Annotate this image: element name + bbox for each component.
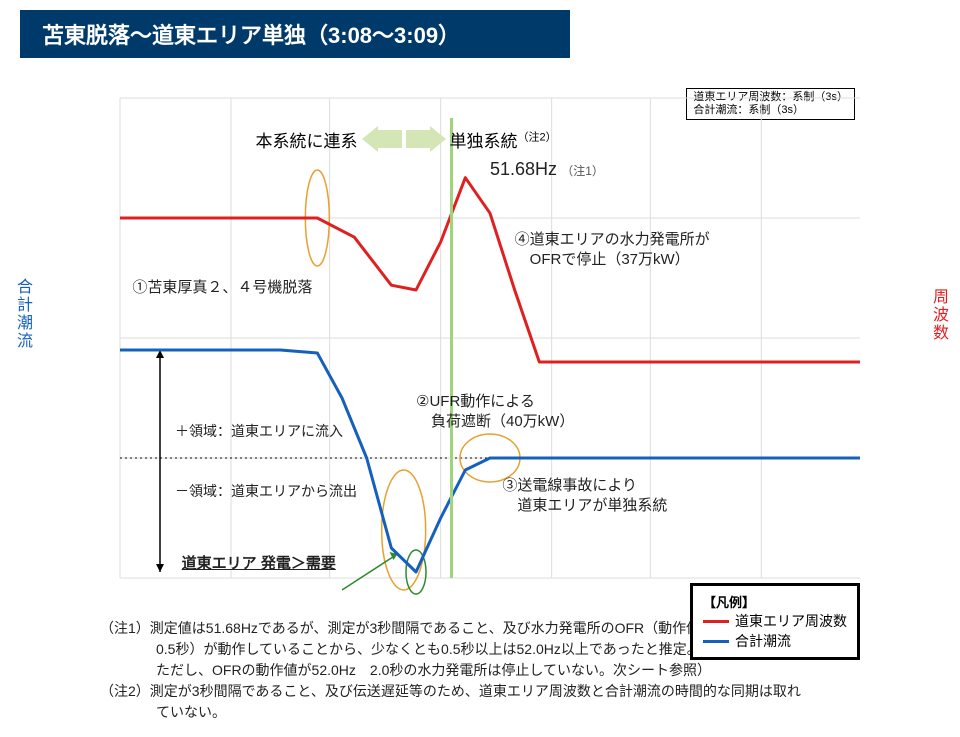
footnote-1-line-3: ただし、OFRの動作値が52.0Hz 2.0秒の水力発電所は停止していない。次シ… — [100, 660, 900, 681]
chart: 合計潮流 周波数 道東エリア周波数：系制（3s） 合計潮流：系制（3s） 本系統… — [20, 68, 940, 618]
annotation-flow-in: ＋領域：道東エリアに流入 — [175, 422, 343, 440]
y-right-axis-label: 周波数 — [926, 288, 950, 342]
connected-system-label: 本系統に連系 — [256, 127, 358, 152]
y-left-axis-label: 合計潮流 — [10, 278, 34, 350]
legend-item-powerflow: 合計潮流 — [703, 631, 847, 651]
arrow-right-icon — [406, 126, 446, 152]
isolated-system-label: 単独系統（注2） — [450, 127, 557, 152]
annotation-flow-out: －領域：道東エリアから流出 — [175, 482, 357, 500]
legend-title: 【凡例】 — [703, 592, 847, 611]
system-state-arrows: 本系統に連系 単独系統（注2） — [256, 126, 557, 152]
legend-item-frequency: 道東エリア周波数 — [703, 611, 847, 631]
annotation-3: ③送電線事故により 道東エリアが単独系統 — [502, 476, 667, 515]
annotation-2: ②UFR動作による 負荷遮断（40万kW） — [416, 392, 574, 431]
legend-box: 【凡例】 道東エリア周波数 合計潮流 — [690, 583, 860, 660]
plot-area: 本系統に連系 単独系統（注2） 51.68Hz （注1） ①苫東厚真２、４号機脱… — [120, 98, 860, 578]
annotation-1: ①苫東厚真２、４号機脱落 — [132, 278, 312, 298]
page-title: 苫東脱落～道東エリア単独（3:08～3:09） — [20, 10, 570, 58]
annotation-gen-demand: 道東エリア 発電＞需要 — [182, 554, 336, 574]
footnote-2-line-2: ていない。 — [100, 702, 900, 723]
system-divider-line — [450, 118, 453, 578]
annotation-4: ④道東エリアの水力発電所が OFRで停止（37万kW） — [515, 230, 710, 269]
annotation-peak-freq: 51.68Hz （注1） — [490, 158, 604, 181]
arrow-left-icon — [362, 126, 402, 152]
footnote-2-line-1: （注2）測定が3秒間隔であること、及び伝送遅延等のため、道東エリア周波数と合計潮… — [100, 681, 900, 702]
